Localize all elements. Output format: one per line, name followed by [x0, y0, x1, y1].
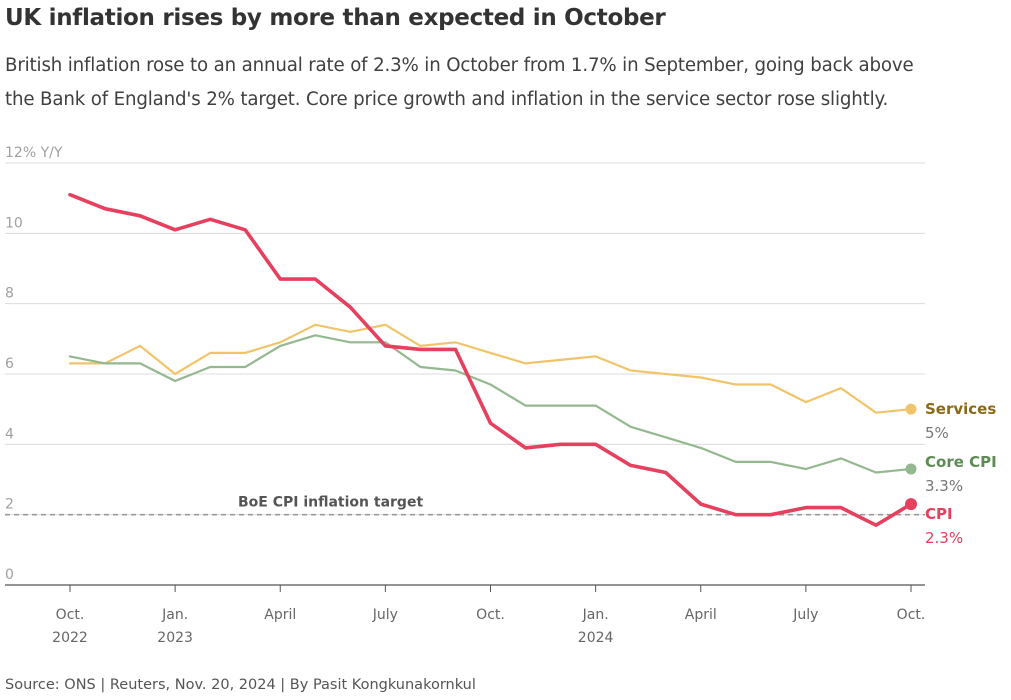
y-tick-label-2: 2: [5, 497, 14, 513]
boe-target-label: BoE CPI inflation target: [238, 495, 423, 511]
x-tick-label: Jan.: [582, 607, 609, 623]
services-end-value: 5%: [925, 424, 949, 442]
x-tick-label: Oct.: [476, 607, 505, 623]
y-tick-label-0: 0: [5, 567, 14, 583]
core-cpi-end-value: 3.3%: [925, 477, 963, 495]
x-tick-label: Jan.: [161, 607, 188, 623]
core-cpi-end-name: Core CPI: [925, 453, 997, 471]
cpi-end-name: CPI: [925, 505, 953, 523]
cpi-end-value: 2.3%: [925, 529, 963, 547]
y-tick-label-6: 6: [5, 356, 14, 372]
core-cpi-end-dot: [905, 463, 917, 475]
x-tick-label: July: [372, 607, 398, 623]
y-tick-label-12: 12% Y/Y: [5, 145, 63, 161]
x-tick-label: April: [685, 607, 717, 623]
cpi-line: [68, 192, 913, 528]
y-tick-label-4: 4: [5, 426, 14, 442]
services-end-dot: [905, 403, 917, 415]
subtitle-line-1: British inflation rose to an annual rate…: [5, 55, 914, 76]
x-tick-label: July: [792, 607, 818, 623]
services-line: [68, 323, 913, 414]
chart-source: Source: ONS | Reuters, Nov. 20, 2024 | B…: [5, 677, 476, 693]
y-tick-label-8: 8: [5, 286, 14, 302]
x-tick-year-label: 2022: [52, 630, 88, 646]
services-end-name: Services: [925, 400, 996, 418]
core-cpi-line: [68, 334, 913, 474]
chart-title: UK inflation rises by more than expected…: [5, 5, 666, 31]
cpi-end-dot: [905, 498, 917, 511]
x-tick-label: Oct.: [897, 607, 926, 623]
x-tick-label: April: [264, 607, 296, 623]
x-tick-label: Oct.: [56, 607, 85, 623]
y-tick-label-10: 10: [5, 215, 23, 231]
subtitle-line-2: the Bank of England's 2% target. Core pr…: [5, 89, 889, 110]
x-tick-year-label: 2024: [578, 630, 614, 646]
chart-subtitle: British inflation rose to an annual rate…: [5, 49, 1010, 117]
x-tick-year-label: 2023: [157, 630, 193, 646]
